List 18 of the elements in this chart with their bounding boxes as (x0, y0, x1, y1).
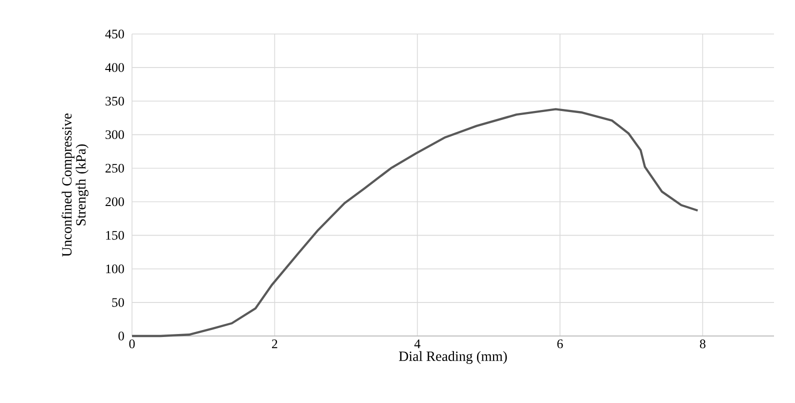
y-tick-label: 250 (106, 164, 124, 173)
y-tick-label: 0 (118, 332, 124, 340)
x-tick-label: 6 (557, 340, 563, 348)
x-axis-title: Dial Reading (mm) (398, 351, 507, 364)
y-tick-label: 150 (106, 230, 124, 240)
line-series (130, 108, 699, 338)
y-tick-label: 200 (106, 197, 124, 206)
y-tick-label: 300 (106, 130, 124, 140)
y-tick-label: 450 (105, 30, 124, 38)
x-tick-label: 8 (700, 340, 706, 348)
y-tick-label: 400 (105, 63, 124, 72)
x-tick-label: 2 (272, 340, 278, 348)
y-tick-label: 100 (106, 264, 124, 274)
y-tick-label: 50 (112, 298, 124, 307)
x-tick-label: 4 (414, 340, 420, 348)
y-tick-label: 350 (106, 96, 124, 106)
x-tick-label: 0 (129, 340, 135, 348)
y-axis-title: Unconfined Compressive Strength (kPa) (62, 114, 88, 257)
